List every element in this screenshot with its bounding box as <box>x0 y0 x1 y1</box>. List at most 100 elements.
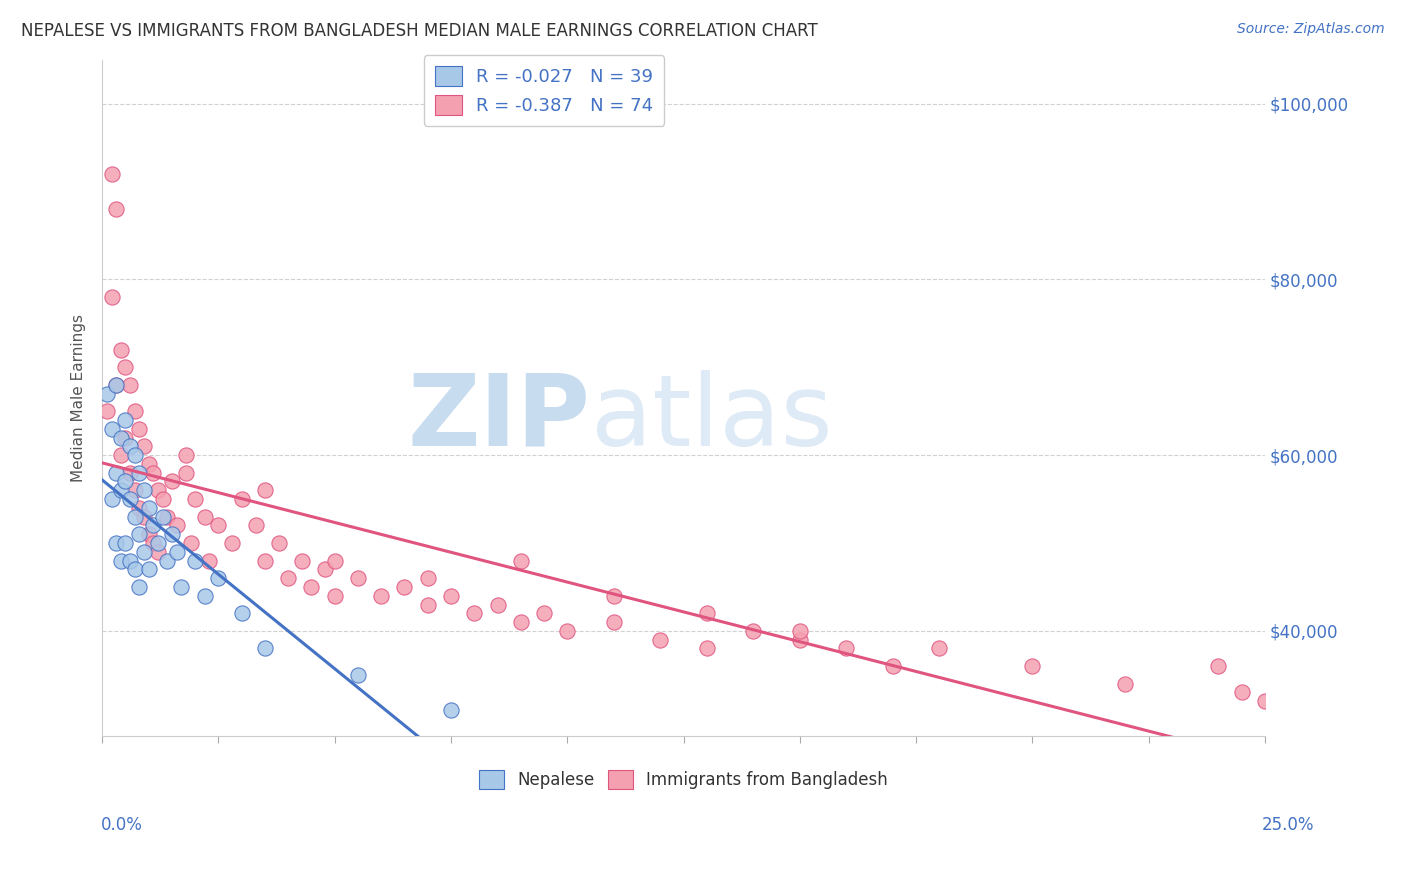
Point <box>193 589 215 603</box>
Point <box>132 483 155 498</box>
Point <box>128 500 150 515</box>
Point <box>193 509 215 524</box>
Point <box>509 615 531 629</box>
Point <box>253 553 276 567</box>
Point <box>291 553 314 567</box>
Point <box>301 580 323 594</box>
Point <box>347 668 370 682</box>
Point <box>207 518 229 533</box>
Point <box>486 598 509 612</box>
Point <box>509 553 531 567</box>
Point <box>110 483 132 498</box>
Point <box>96 404 118 418</box>
Point <box>394 580 416 594</box>
Point <box>138 562 160 576</box>
Point <box>100 290 122 304</box>
Point <box>110 553 132 567</box>
Point <box>603 615 626 629</box>
Point <box>120 377 142 392</box>
Point <box>124 404 146 418</box>
Point <box>789 624 811 638</box>
Point <box>231 491 253 506</box>
Point <box>132 545 155 559</box>
Point <box>789 632 811 647</box>
Text: 0.0%: 0.0% <box>101 816 143 834</box>
Point <box>231 607 253 621</box>
Point <box>184 491 207 506</box>
Point <box>146 483 169 498</box>
Point <box>142 536 165 550</box>
Point <box>1254 694 1277 708</box>
Point <box>370 589 392 603</box>
Point <box>267 536 290 550</box>
Point <box>146 536 169 550</box>
Point <box>166 545 188 559</box>
Point <box>277 571 299 585</box>
Point <box>100 491 122 506</box>
Point <box>138 500 160 515</box>
Point <box>174 466 197 480</box>
Point <box>166 518 188 533</box>
Point <box>124 448 146 462</box>
Point <box>160 475 183 489</box>
Text: atlas: atlas <box>591 370 832 467</box>
Point <box>128 466 150 480</box>
Point <box>110 448 132 462</box>
Point <box>533 607 555 621</box>
Point <box>1021 659 1043 673</box>
Point <box>650 632 672 647</box>
Point <box>105 202 128 216</box>
Point <box>114 475 136 489</box>
Point <box>110 431 132 445</box>
Point <box>314 562 336 576</box>
Point <box>221 536 243 550</box>
Point <box>132 439 155 453</box>
Point <box>142 518 165 533</box>
Point <box>323 553 346 567</box>
Point <box>555 624 578 638</box>
Point <box>184 553 207 567</box>
Point <box>323 589 346 603</box>
Y-axis label: Median Male Earnings: Median Male Earnings <box>72 314 86 482</box>
Text: Source: ZipAtlas.com: Source: ZipAtlas.com <box>1237 22 1385 37</box>
Text: ZIP: ZIP <box>408 370 591 467</box>
Point <box>347 571 370 585</box>
Point <box>440 589 463 603</box>
Point <box>198 553 221 567</box>
Point <box>138 457 160 471</box>
Point <box>128 527 150 541</box>
Point <box>742 624 765 638</box>
Point <box>882 659 904 673</box>
Point <box>440 703 463 717</box>
Point <box>416 571 439 585</box>
Point <box>114 360 136 375</box>
Point <box>128 580 150 594</box>
Point <box>146 545 169 559</box>
Point <box>100 167 122 181</box>
Point <box>253 483 276 498</box>
Point <box>114 536 136 550</box>
Point <box>696 641 718 656</box>
Point <box>128 422 150 436</box>
Point <box>124 562 146 576</box>
Point <box>110 343 132 357</box>
Point <box>105 536 128 550</box>
Point <box>100 422 122 436</box>
Point <box>160 527 183 541</box>
Point <box>416 598 439 612</box>
Point <box>120 491 142 506</box>
Point <box>1114 676 1136 690</box>
Text: 25.0%: 25.0% <box>1263 816 1315 834</box>
Point <box>1208 659 1230 673</box>
Point <box>207 571 229 585</box>
Point <box>138 527 160 541</box>
Point <box>253 641 276 656</box>
Point <box>105 377 128 392</box>
Point <box>152 509 174 524</box>
Text: NEPALESE VS IMMIGRANTS FROM BANGLADESH MEDIAN MALE EARNINGS CORRELATION CHART: NEPALESE VS IMMIGRANTS FROM BANGLADESH M… <box>21 22 818 40</box>
Point <box>835 641 858 656</box>
Point <box>114 431 136 445</box>
Point <box>120 466 142 480</box>
Point <box>124 509 146 524</box>
Point <box>132 509 155 524</box>
